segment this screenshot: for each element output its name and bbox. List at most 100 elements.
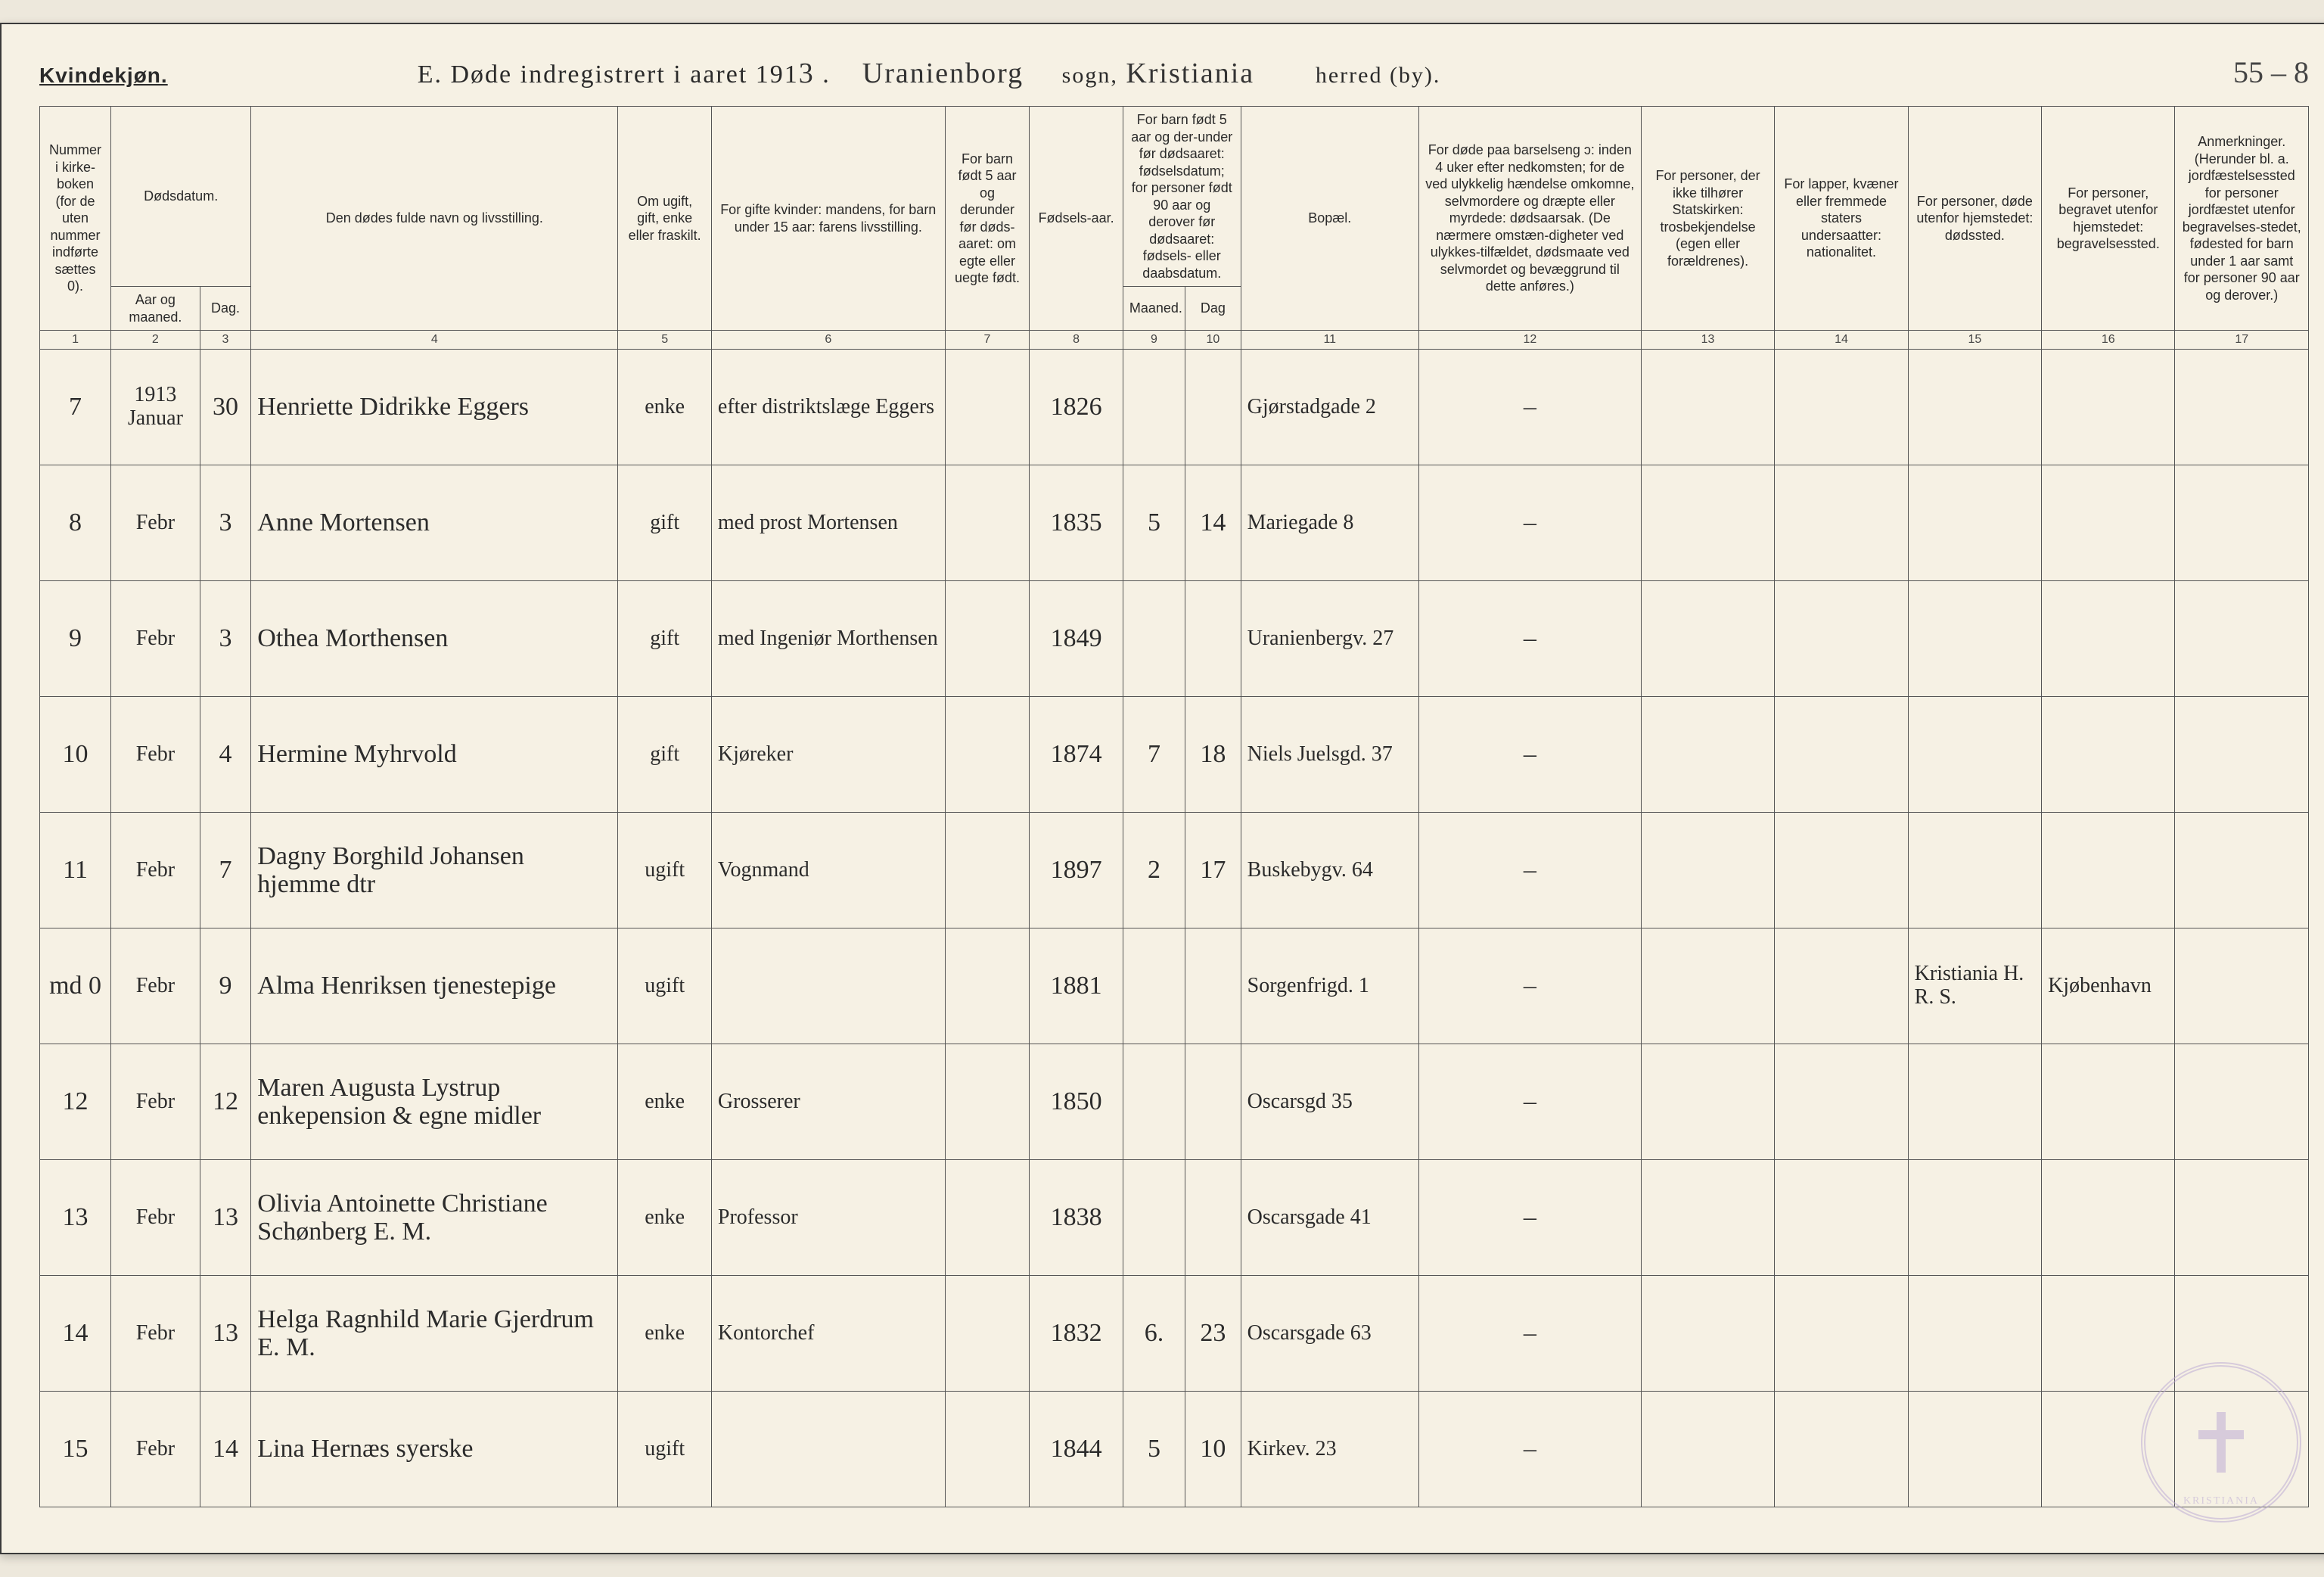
- cell-birthyear: 1897: [1030, 813, 1123, 928]
- cell-month: Febr: [111, 1160, 200, 1276]
- cell-name: Helga Ragnhild Marie Gjerdrum E. M.: [251, 1276, 618, 1392]
- cell-faith: [1641, 581, 1774, 697]
- cell-deathplace: [1908, 813, 2041, 928]
- column-number: 8: [1030, 331, 1123, 350]
- cell-birthday: 18: [1185, 697, 1241, 813]
- column-number: 3: [200, 331, 251, 350]
- cell-remarks: [2175, 813, 2309, 928]
- cell-faith: [1641, 465, 1774, 581]
- sogn-label: sogn,: [1062, 63, 1118, 88]
- cell-birthday: [1185, 1160, 1241, 1276]
- col-5-header: Om ugift, gift, enke eller fraskilt.: [618, 107, 711, 331]
- cell-legit: [945, 1276, 1030, 1392]
- cell-day: 13: [200, 1160, 251, 1276]
- cell-address: Buskebygv. 64: [1241, 813, 1418, 928]
- cell-birthmonth: [1123, 581, 1185, 697]
- cell-name: Maren Augusta Lystrup enkepension & egne…: [251, 1044, 618, 1160]
- cell-relation: Professor: [711, 1160, 945, 1276]
- cell-deathplace: [1908, 465, 2041, 581]
- cell-burialplace: Kjøbenhavn: [2042, 928, 2175, 1044]
- col-12-header: For døde paa barselseng ɔ: inden 4 uker …: [1418, 107, 1641, 331]
- col-2b-header: Dag.: [200, 287, 251, 331]
- cell-relation: med Ingeniør Morthensen: [711, 581, 945, 697]
- table-row: 9Febr3Othea Morthensengiftmed Ingeniør M…: [40, 581, 2309, 697]
- title-prefix: E. Døde indregistrert i aaret 191: [418, 61, 799, 89]
- cell-month: Febr: [111, 813, 200, 928]
- cell-month: 1913 Januar: [111, 350, 200, 465]
- cell-legit: [945, 465, 1030, 581]
- table-row: 11Febr7Dagny Borghild Johansen hjemme dt…: [40, 813, 2309, 928]
- column-number: 7: [945, 331, 1030, 350]
- col-15-header: For personer, døde utenfor hjemstedet: d…: [1908, 107, 2041, 331]
- cell-cause: –: [1418, 697, 1641, 813]
- cell-birthmonth: 5: [1123, 1392, 1185, 1507]
- cell-birthyear: 1844: [1030, 1392, 1123, 1507]
- cell-deathplace: [1908, 697, 2041, 813]
- cell-nationality: [1775, 465, 1908, 581]
- column-number-row: 1234567891011121314151617: [40, 331, 2309, 350]
- cell-faith: [1641, 1276, 1774, 1392]
- cell-relation: med prost Mortensen: [711, 465, 945, 581]
- cell-birthday: [1185, 928, 1241, 1044]
- cell-relation: [711, 928, 945, 1044]
- table-row: md 0Febr9Alma Henriksen tjenestepigeugif…: [40, 928, 2309, 1044]
- parish-stamp: KRISTIANIA: [2141, 1362, 2301, 1523]
- cell-day: 3: [200, 465, 251, 581]
- table-row: 14Febr13Helga Ragnhild Marie Gjerdrum E.…: [40, 1276, 2309, 1392]
- cell-nationality: [1775, 1276, 1908, 1392]
- col-6-header: For gifte kvinder: mandens, for barn und…: [711, 107, 945, 331]
- col-14-header: For lapper, kvæner eller fremmede stater…: [1775, 107, 1908, 331]
- cell-address: Sorgenfrigd. 1: [1241, 928, 1418, 1044]
- sogn-name: Uranienborg: [862, 57, 1024, 91]
- herred-name: Kristiania: [1126, 57, 1277, 91]
- cell-burialplace: [2042, 465, 2175, 581]
- column-number: 15: [1908, 331, 2041, 350]
- col-7-header: For barn født 5 aar og derunder før døds…: [945, 107, 1030, 331]
- col-8-header: Fødsels-aar.: [1030, 107, 1123, 331]
- cell-birthyear: 1835: [1030, 465, 1123, 581]
- col-16-header: For personer, begravet utenfor hjemstede…: [2042, 107, 2175, 331]
- cell-month: Febr: [111, 1044, 200, 1160]
- cell-day: 9: [200, 928, 251, 1044]
- table-body: 71913 Januar30Henriette Didrikke Eggerse…: [40, 350, 2309, 1507]
- col-2-header: Dødsdatum.: [111, 107, 251, 287]
- cell-name: Lina Hernæs syerske: [251, 1392, 618, 1507]
- cell-nationality: [1775, 581, 1908, 697]
- cross-icon: [2191, 1412, 2251, 1473]
- col-10-header: Dag: [1185, 287, 1241, 331]
- cell-deathplace: [1908, 1392, 2041, 1507]
- column-number: 5: [618, 331, 711, 350]
- cell-remarks: [2175, 928, 2309, 1044]
- table-row: 71913 Januar30Henriette Didrikke Eggerse…: [40, 350, 2309, 465]
- cell-birthyear: 1838: [1030, 1160, 1123, 1276]
- row-number: 12: [40, 1044, 111, 1160]
- cell-birthday: [1185, 1044, 1241, 1160]
- cell-burialplace: [2042, 1044, 2175, 1160]
- cell-address: Niels Juelsgd. 37: [1241, 697, 1418, 813]
- table-row: 12Febr12Maren Augusta Lystrup enkepensio…: [40, 1044, 2309, 1160]
- cell-legit: [945, 1160, 1030, 1276]
- cell-deathplace: [1908, 1160, 2041, 1276]
- cell-name: Henriette Didrikke Eggers: [251, 350, 618, 465]
- row-number: 7: [40, 350, 111, 465]
- cell-legit: [945, 350, 1030, 465]
- cell-status: ugift: [618, 813, 711, 928]
- cell-burialplace: [2042, 581, 2175, 697]
- cell-day: 14: [200, 1392, 251, 1507]
- column-number: 14: [1775, 331, 1908, 350]
- cell-birthmonth: 7: [1123, 697, 1185, 813]
- cell-day: 3: [200, 581, 251, 697]
- cell-day: 30: [200, 350, 251, 465]
- page-header: Kvindekjøn. E. Døde indregistrert i aare…: [39, 54, 2309, 91]
- cell-deathplace: [1908, 581, 2041, 697]
- cell-status: gift: [618, 465, 711, 581]
- column-number: 13: [1641, 331, 1774, 350]
- cell-cause: –: [1418, 1160, 1641, 1276]
- row-number: 10: [40, 697, 111, 813]
- cell-day: 4: [200, 697, 251, 813]
- cell-legit: [945, 813, 1030, 928]
- cell-relation: Vognmand: [711, 813, 945, 928]
- row-number: md 0: [40, 928, 111, 1044]
- cell-nationality: [1775, 928, 1908, 1044]
- cell-month: Febr: [111, 1276, 200, 1392]
